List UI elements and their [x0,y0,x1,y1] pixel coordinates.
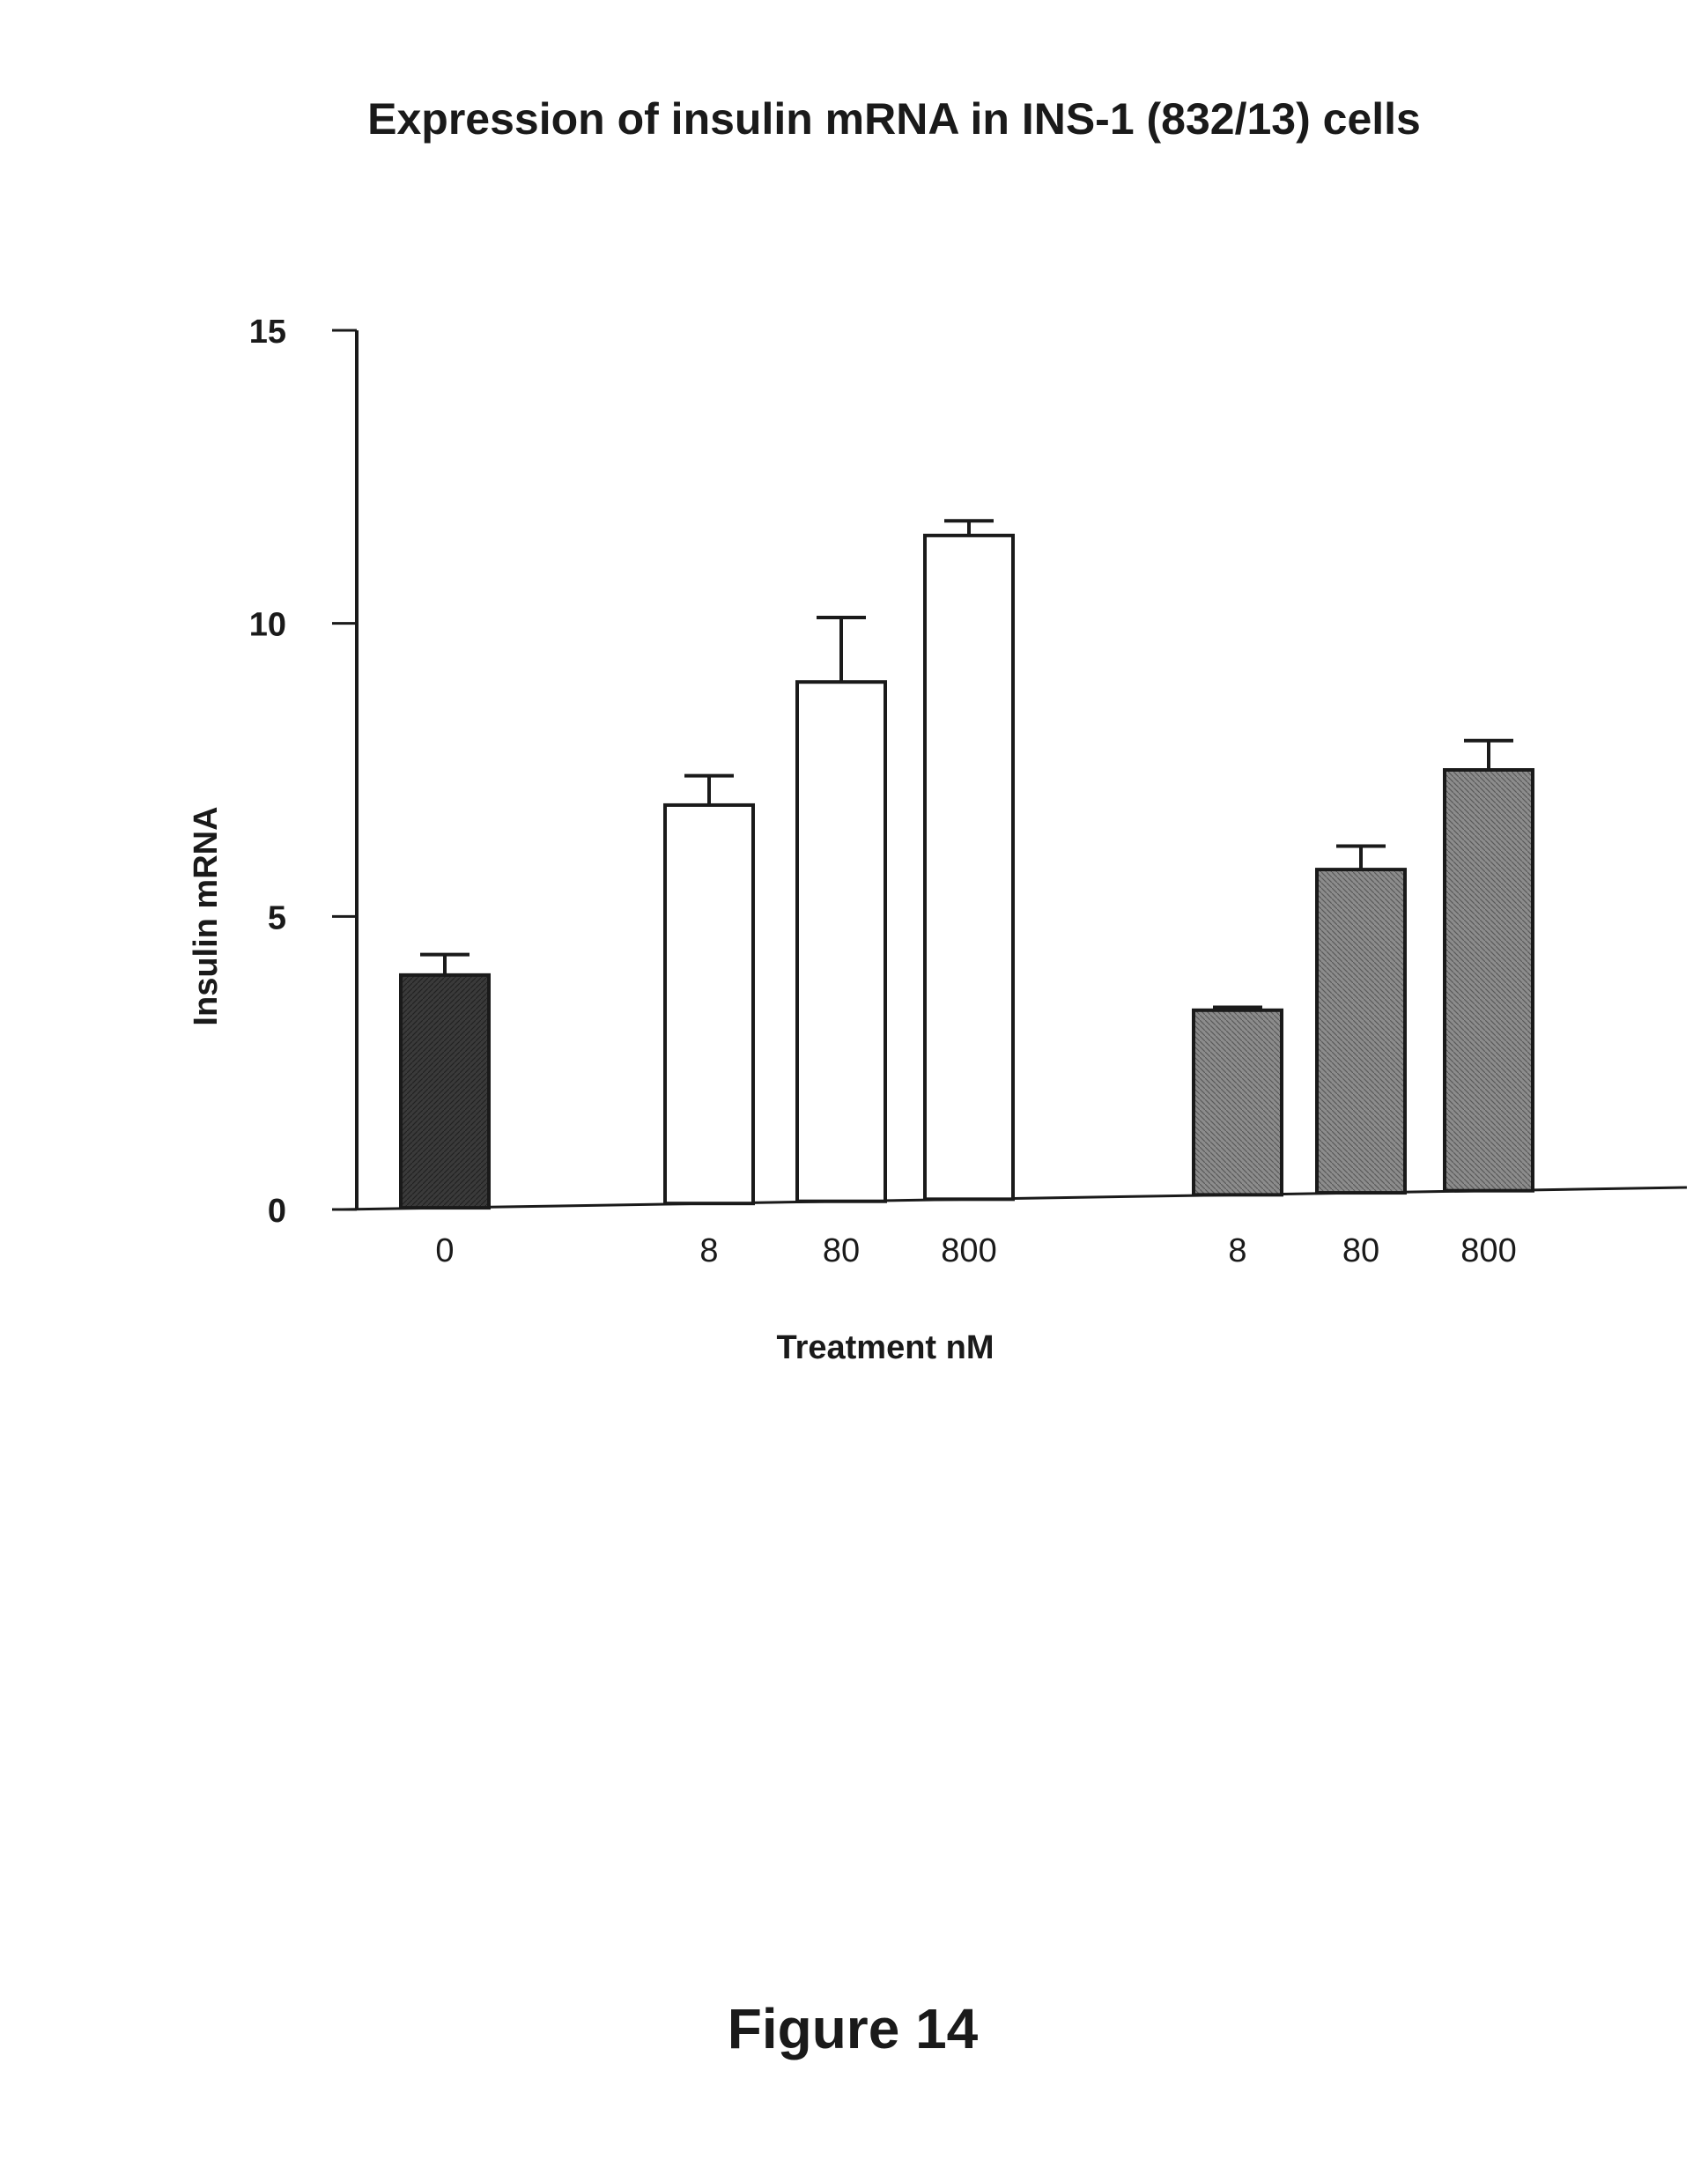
x-tick-label: 0 [435,1232,454,1269]
bars [401,536,1533,1208]
y-axis-label: Insulin mRNA [188,806,225,1025]
y-tick-label: 5 [268,899,286,936]
figure-caption: Figure 14 [728,1997,979,2060]
y-ticks: 0 5 10 15 [249,314,357,1230]
bar [1445,770,1533,1191]
x-tick-labels: 0 8 80 800 8 80 800 [435,1232,1516,1269]
bar [1194,1010,1282,1195]
chart: Expression of insulin mRNA in INS-1 (832… [0,0,1708,2182]
x-tick-label: 80 [823,1232,860,1269]
x-tick-label: 800 [1460,1232,1516,1269]
bar [665,805,753,1203]
bar [401,975,489,1208]
bar [1317,869,1405,1193]
y-tick-label: 0 [268,1193,286,1230]
y-tick-label: 15 [249,314,286,351]
chart-title: Expression of insulin mRNA in INS-1 (832… [367,94,1421,144]
bar [925,536,1013,1199]
x-tick-label: 800 [941,1232,996,1269]
x-tick-label: 8 [699,1232,718,1269]
bar [797,682,885,1202]
x-tick-label: 80 [1342,1232,1379,1269]
y-tick-label: 10 [249,607,286,644]
x-axis-label: Treatment nM [776,1329,994,1366]
x-tick-label: 8 [1228,1232,1246,1269]
